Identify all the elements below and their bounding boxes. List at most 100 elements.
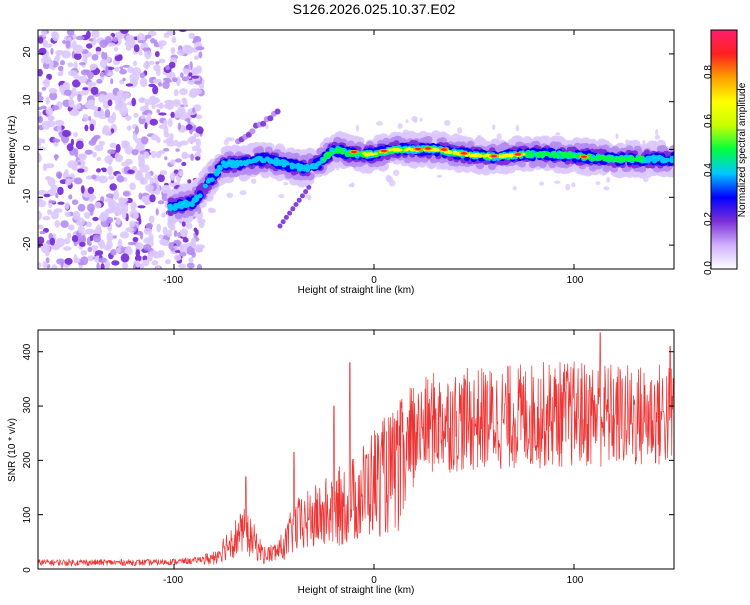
spectrogram-cell [150,119,158,126]
spectrogram-cell [106,232,113,242]
spectrogram-cell [513,186,517,191]
spectrogram-cell [42,216,50,220]
spectrogram-cell [68,62,74,67]
spectrogram-cell [240,190,247,195]
spectrogram-cell [67,160,77,168]
spectrogram-cell [161,212,166,217]
spectrogram-cell [67,143,74,151]
spectrogram-cell [191,76,199,79]
spectrogram-cell [44,44,53,48]
spectrogram-cell [469,154,473,157]
spectrogram-cell [185,65,190,69]
spectrogram-cell [192,67,199,75]
spectrogram-cell [60,60,65,65]
spectrogram-cell [91,29,99,38]
spectrogram-cell [606,177,610,183]
snr-y-axis: 0 100 200 300 400 [22,343,33,573]
spectrogram-cell [74,177,83,184]
spectrogram-cell [179,203,184,208]
spectrogram-cell [45,163,55,168]
spectrogram-cell [181,98,186,103]
spectrogram-cell [287,211,292,216]
spectrogram-cell [149,194,155,202]
spectrogram-cell [138,40,146,43]
spectrogram-cell [647,140,657,149]
spectrogram-cell [415,148,421,150]
spectrogram-cell [627,158,632,162]
spectrogram-cell [366,153,370,156]
spectrogram-cell [397,123,402,129]
spectrogram-cell [190,154,194,161]
spectrogram-cell [381,150,387,152]
spectrogram-cell [411,116,417,122]
spectrogram-cell [198,193,203,198]
spectrogram-cell [184,46,193,55]
spectrogram-cell [351,151,357,153]
spectrogram-cell [555,132,560,135]
spectrogram-cell [51,185,58,192]
spectrogram-cell [155,151,161,158]
spectrogram-cell [112,96,117,101]
spectrogram-cell [68,98,73,108]
colorbar-tick-label: 0.8 [703,65,714,79]
spectrogram-cell [275,109,281,115]
spectrogram-cell [251,179,256,184]
spectrogram-cell [92,217,98,221]
y-tick-label: -10 [22,188,33,203]
spectrogram-cell [92,54,99,61]
spectrogram-cell [105,260,110,269]
spectrogram-cell [93,234,101,242]
spectrogram-cell [122,78,125,82]
spectrogram-cell [87,203,95,212]
spectrogram-cell [179,170,184,176]
spectrogram-cell [105,66,108,74]
spectrogram-cell [297,198,302,203]
spectrogram-cell [125,115,131,121]
spectrogram-cell [88,247,93,252]
spectrogram-cell [64,90,72,96]
spectrogram-cell [116,144,121,153]
spectrogram-cell [181,162,186,166]
spectrogram-cell [425,147,431,149]
spectrogram-cell [149,216,155,224]
spectrogram-cell [97,157,102,161]
spectrogram-cell [89,241,92,246]
spectrogram-cell [55,220,61,228]
spectrogram-cell [304,166,309,171]
spectrogram-cell [82,87,88,90]
spectrogram-cell [193,133,200,137]
y-tick-label: 200 [22,451,33,468]
spectrogram-cell [99,40,107,48]
spectrogram-cell [92,136,98,140]
spectrogram-cell [516,125,519,131]
spectrogram-cell [420,118,423,122]
spectrogram-cell [99,214,108,222]
spectrogram-cell [78,162,81,165]
y-tick-label: 300 [22,396,33,413]
spectrogram-cell [178,123,181,130]
spectrogram-cell [69,110,79,116]
spectrogram-cell [43,194,50,197]
spectrogram-cell [136,260,140,268]
spectrogram-cell [194,81,202,85]
spectrogram-cell [140,78,148,87]
spectrogram-cell [127,67,134,74]
spectrogram-cell [569,153,574,157]
spectrogram-cell [55,139,60,143]
spectrogram-cell [138,158,145,166]
spectrogram-cell [129,183,136,191]
spectrogram-cell [144,200,149,205]
spectrogram-cell [105,109,110,118]
spectrogram-cell [172,77,178,82]
spectrogram-cell [84,125,88,132]
spectrogram-cell [433,148,437,151]
spectrogram-cell [437,175,442,178]
spectrogram-cell [143,244,151,251]
spectrogram-cell [107,149,116,154]
spectrogram-cell [145,35,152,39]
spectrogram-cell [157,250,164,258]
spectrogram-cell [180,141,189,146]
spectrogram-cell [119,208,129,212]
spectrogram-cell [104,130,112,136]
y-tick-label: 10 [22,94,33,106]
